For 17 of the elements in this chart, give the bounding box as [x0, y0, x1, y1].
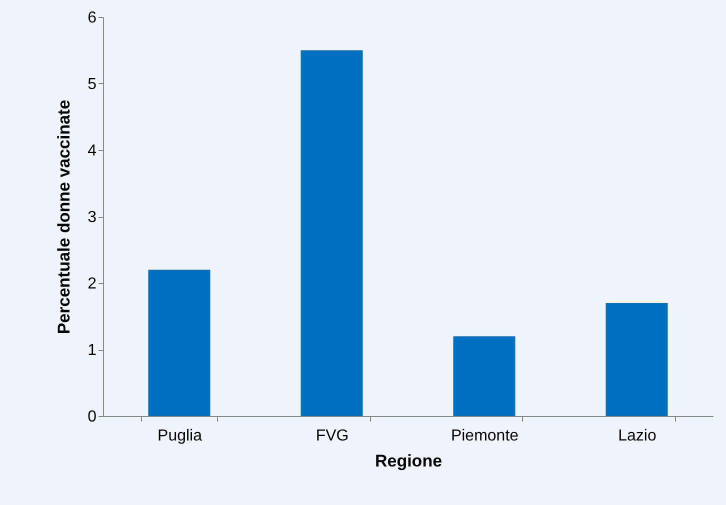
x-axis-title: Regione	[374, 452, 442, 470]
y-tick-label: 1	[88, 342, 97, 359]
y-axis-title: Percentuale donne vaccinate	[54, 100, 74, 334]
bar	[300, 50, 363, 416]
x-tick-label: Piemonte	[450, 428, 519, 444]
y-tick-label: 2	[88, 276, 97, 292]
y-tick-label: 5	[88, 76, 97, 93]
bar	[148, 270, 210, 416]
x-tick-label: Puglia	[158, 428, 202, 444]
y-tick-label: 6	[88, 10, 97, 26]
bar	[606, 302, 668, 416]
y-tick-label: 4	[88, 142, 97, 160]
x-tick-label: Lazio	[618, 428, 656, 444]
bar	[453, 336, 516, 416]
y-tick-label: 0	[88, 408, 97, 426]
x-tick-label: FVG	[316, 428, 349, 444]
y-tick-label: 3	[88, 209, 97, 226]
